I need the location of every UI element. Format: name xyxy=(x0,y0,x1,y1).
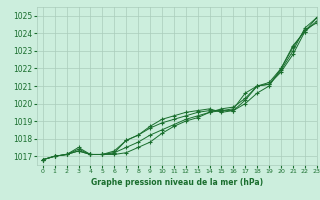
X-axis label: Graphe pression niveau de la mer (hPa): Graphe pression niveau de la mer (hPa) xyxy=(91,178,263,187)
